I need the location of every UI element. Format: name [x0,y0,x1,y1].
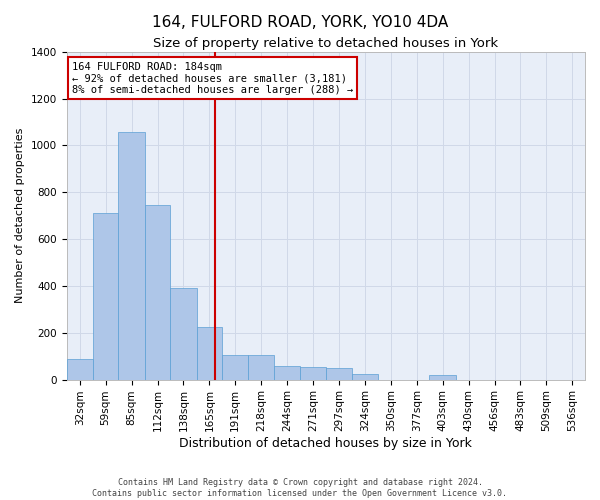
Bar [301,366,326,380]
Bar [67,358,93,380]
Bar [145,205,170,380]
Bar [248,355,274,380]
Text: Contains HM Land Registry data © Crown copyright and database right 2024.
Contai: Contains HM Land Registry data © Crown c… [92,478,508,498]
Text: 164 FULFORD ROAD: 184sqm
← 92% of detached houses are smaller (3,181)
8% of semi: 164 FULFORD ROAD: 184sqm ← 92% of detach… [72,62,353,94]
Bar [197,327,222,380]
Bar [170,288,197,380]
Bar [222,355,248,380]
Y-axis label: Number of detached properties: Number of detached properties [15,128,25,304]
Title: Size of property relative to detached houses in York: Size of property relative to detached ho… [153,38,499,51]
Bar [430,375,456,380]
X-axis label: Distribution of detached houses by size in York: Distribution of detached houses by size … [179,437,472,450]
Bar [93,214,118,380]
Bar [118,132,145,380]
Bar [274,366,301,380]
Bar [352,374,377,380]
Bar [326,368,352,380]
Text: 164, FULFORD ROAD, YORK, YO10 4DA: 164, FULFORD ROAD, YORK, YO10 4DA [152,15,448,30]
